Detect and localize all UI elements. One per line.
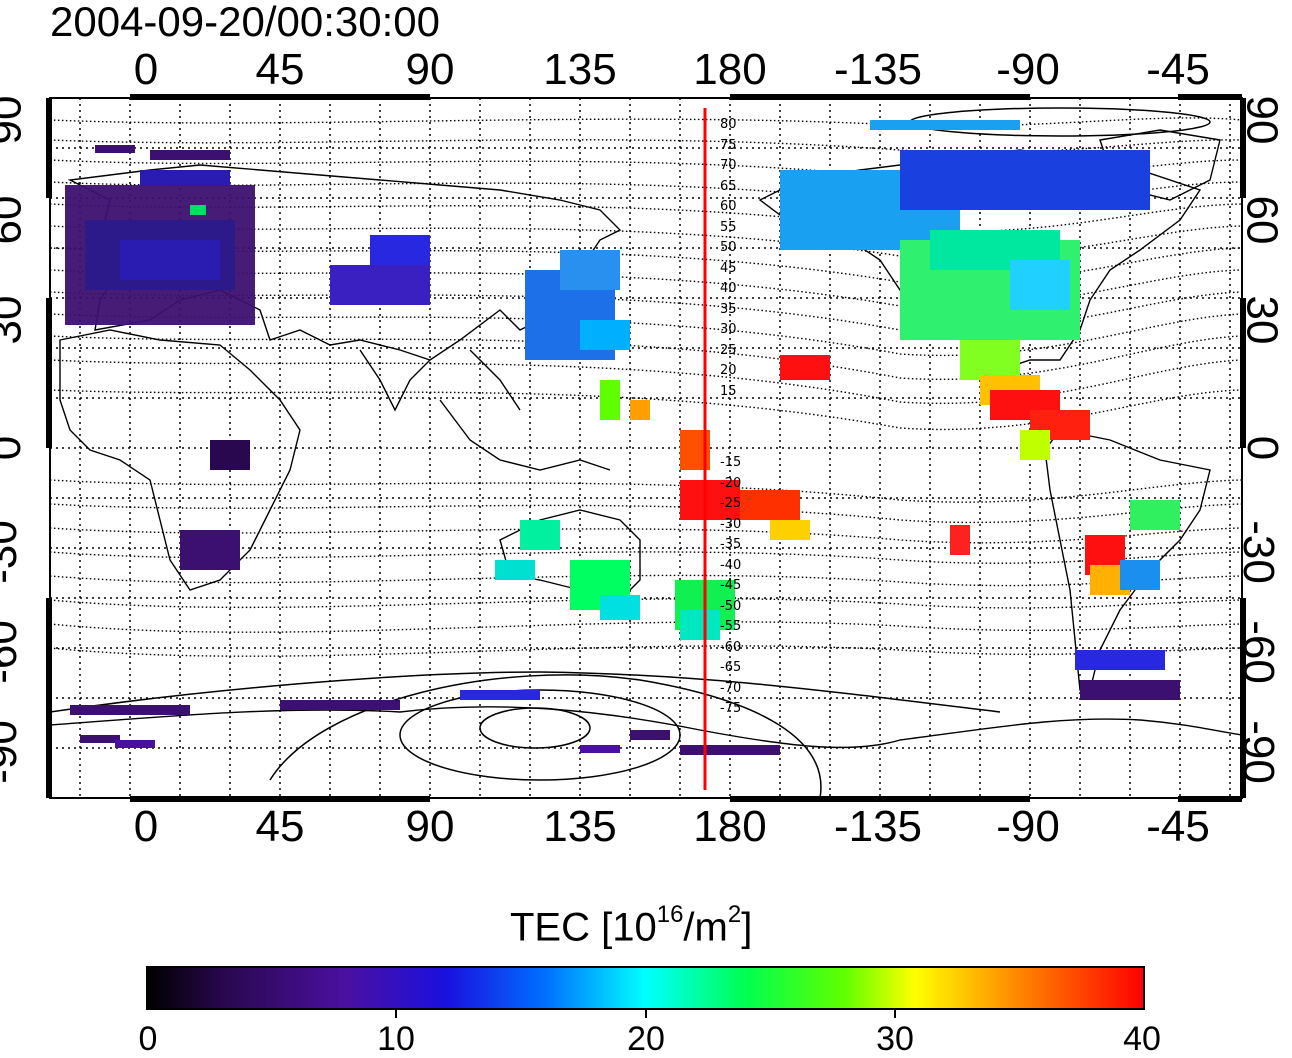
colorbar-title-mid: /m [683,905,728,950]
contour-label: -35 [720,537,742,552]
contour-label: 35 [720,301,737,317]
colorbar [146,966,1145,1010]
bottom-lon-tick: 135 [543,802,617,851]
colorbar-tick-label: 10 [377,1020,415,1058]
top-lon-tick: -90 [996,45,1060,94]
bottom-lon-tick: -45 [1146,802,1210,851]
contour-label: 20 [720,363,737,378]
bottom-lon-tick: 90 [405,802,455,851]
colorbar-tick-label: 20 [627,1020,665,1058]
contour-label: 50 [720,240,737,255]
bottom-lon-tick: -135 [833,802,923,851]
contour-label: -20 [720,475,742,491]
contour-label: 25 [720,342,737,358]
colorbar-title-exp2: 2 [727,901,742,928]
bottom-lon-tick: 45 [255,802,305,851]
contour-label: 45 [720,260,737,276]
contour-label: -75 [720,701,742,716]
colorbar-tick-label: 30 [876,1020,914,1058]
contour-label: -25 [720,496,742,511]
contour-label: 55 [720,219,737,235]
colorbar-tick-label: 0 [138,1020,158,1058]
colorbar-tick-label: 40 [1123,1020,1161,1058]
contour-label: -15 [720,455,742,470]
top-lon-tick: 135 [543,45,617,94]
contour-label: 80 [720,117,737,132]
contour-label: 75 [720,137,737,153]
colorbar-title: TEC [1016/m2] [510,901,753,950]
contour-label: -50 [720,598,742,614]
contour-label: 70 [720,158,737,173]
top-lon-tick: 45 [255,45,305,94]
contour-label: -65 [720,660,742,675]
colorbar-title-exp1: 16 [656,901,684,928]
map-frame [49,97,1243,799]
contour-label: 30 [720,322,737,337]
contour-label: -40 [720,557,742,573]
contour-label: -60 [720,639,742,655]
contour-label: -70 [720,680,742,696]
magnetic-contours [50,117,1242,657]
top-lon-tick: 0 [133,45,159,94]
colorbar-ticks [395,1009,896,1018]
colorbar-title-prefix: TEC [10 [510,905,657,950]
contour-label: 60 [720,199,737,214]
contour-label: -30 [720,516,742,532]
map-timestamp-title: 2004-09-20/00:30:00 [50,0,440,45]
top-lon-tick: -135 [833,45,923,94]
bottom-lon-tick: -90 [996,802,1060,851]
colorbar-title-suffix: ] [741,905,753,950]
contour-label: -45 [720,578,742,593]
top-lon-tick: -45 [1146,45,1210,94]
contour-label: 40 [720,281,737,296]
bottom-lon-tick: 180 [693,802,767,851]
bottom-lon-tick: 0 [133,802,159,851]
contour-label: 65 [720,178,737,194]
top-lon-tick: 90 [405,45,455,94]
tec-data-patches [65,120,1180,755]
contour-label: -55 [720,619,742,634]
contour-label: 15 [720,383,737,399]
top-lon-tick: 180 [693,45,767,94]
